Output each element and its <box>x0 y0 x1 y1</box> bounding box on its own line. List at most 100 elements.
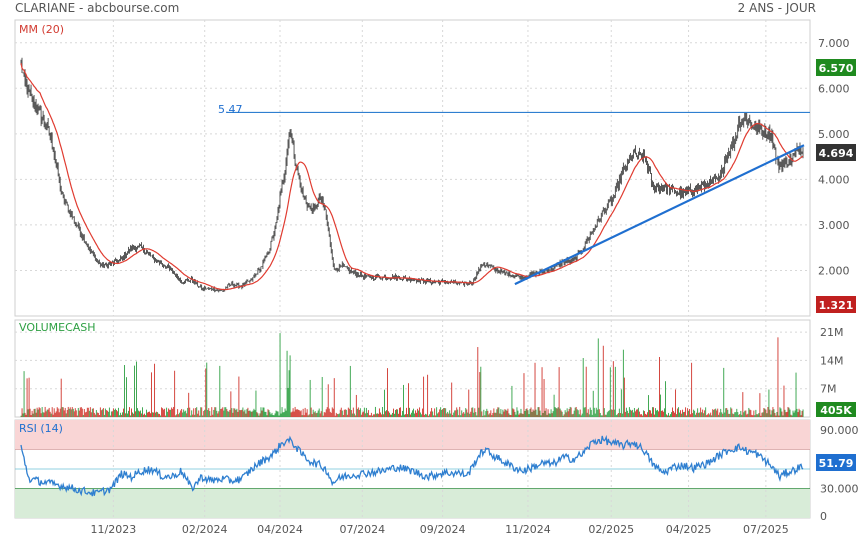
volume-bar <box>634 411 636 417</box>
volume-bar <box>227 411 229 417</box>
volume-bar <box>551 413 553 417</box>
volume-bar <box>519 413 521 417</box>
volume-bar <box>631 409 633 417</box>
volume-bar <box>552 411 554 417</box>
volume-bar <box>386 410 387 417</box>
volume-bar <box>449 410 451 417</box>
volume-bar <box>225 407 227 417</box>
volume-bar <box>234 408 236 417</box>
volume-bar <box>692 413 694 417</box>
volume-bar <box>226 409 228 417</box>
volume-bar <box>52 414 54 417</box>
volume-bar <box>66 409 68 417</box>
volume-bar <box>254 410 256 417</box>
volume-bar <box>545 408 547 417</box>
rsi-tick-label: 0 <box>820 510 827 523</box>
volume-bar <box>120 414 122 417</box>
volume-bar <box>115 410 117 417</box>
volume-bar <box>559 408 561 417</box>
volume-bar <box>271 412 273 417</box>
volume-bar <box>553 394 555 417</box>
volume-bar <box>164 408 166 417</box>
volume-bar <box>370 412 372 417</box>
volume-bar <box>776 411 778 417</box>
volume-bar <box>364 413 366 417</box>
volume-bar <box>742 392 744 417</box>
volume-bar <box>48 407 50 417</box>
volume-bar <box>340 407 342 417</box>
volume-bar <box>659 357 660 417</box>
volume-bar <box>570 407 572 417</box>
volume-bar <box>635 409 637 417</box>
volume-bar <box>496 409 498 417</box>
volume-bar <box>715 408 717 417</box>
volume-bar <box>713 409 715 417</box>
volume-bar <box>607 411 609 417</box>
volume-bar <box>502 409 504 417</box>
volume-bar <box>575 406 577 417</box>
volume-bar <box>600 415 602 417</box>
volume-bar <box>358 409 360 417</box>
volume-bar <box>341 410 343 417</box>
volume-bar <box>195 407 197 417</box>
volume-bar <box>463 412 465 417</box>
volume-bar <box>388 411 389 417</box>
volume-bar <box>47 409 49 417</box>
volume-bar <box>775 415 777 417</box>
volume-bar <box>152 412 154 417</box>
volume-bar <box>118 415 120 417</box>
volume-bar <box>591 414 593 417</box>
volume-bar <box>366 412 368 417</box>
volume-bar <box>304 407 306 417</box>
volume-bar <box>801 410 803 417</box>
volume-bar <box>336 413 338 417</box>
volume-bar <box>24 412 26 417</box>
volume-bar <box>199 415 201 417</box>
volume-bar <box>684 411 686 417</box>
volume-bar <box>754 415 756 417</box>
volume-bar <box>111 411 113 417</box>
volume-bar <box>285 410 287 417</box>
volume-bar <box>791 415 793 417</box>
volume-bar <box>683 412 685 417</box>
volume-bar <box>735 412 737 417</box>
volume-bar <box>740 410 742 417</box>
volume-bar <box>470 411 472 417</box>
volume-bar <box>378 408 380 417</box>
volume-bar <box>772 407 774 417</box>
volume-bar <box>771 410 773 417</box>
badge-volume: 405K <box>816 402 856 417</box>
volume-bar <box>751 414 753 417</box>
volume-bar <box>301 415 303 417</box>
volume-bar <box>493 408 495 417</box>
volume-bar <box>365 407 367 417</box>
volume-bar <box>317 410 319 417</box>
volume-bar <box>302 408 304 417</box>
volume-bar <box>465 408 467 417</box>
volume-bar <box>610 409 612 417</box>
volume-bar <box>294 406 296 417</box>
volume-bar <box>769 409 771 417</box>
volume-bar <box>548 413 550 417</box>
volume-bar <box>178 414 180 417</box>
volume-bar <box>704 410 706 417</box>
volume-bar <box>666 414 667 417</box>
volume-bar <box>217 413 219 417</box>
volume-bar <box>798 408 800 417</box>
volume-bar <box>629 409 631 417</box>
volume-bar <box>746 414 748 417</box>
x-tick-label: 02/2025 <box>588 523 634 536</box>
volume-bar <box>333 378 335 417</box>
volume-bar <box>354 415 356 417</box>
volume-bar <box>481 411 483 417</box>
volume-bar <box>405 414 406 417</box>
x-tick-label: 07/2025 <box>743 523 789 536</box>
volume-bar <box>402 410 403 417</box>
volume-bar <box>400 407 401 417</box>
volume-bar <box>175 415 177 417</box>
volume-bar <box>759 393 761 417</box>
volume-bar <box>512 408 514 417</box>
volume-bar <box>20 415 22 417</box>
volume-bar <box>72 408 74 417</box>
volume-bar <box>568 408 570 417</box>
